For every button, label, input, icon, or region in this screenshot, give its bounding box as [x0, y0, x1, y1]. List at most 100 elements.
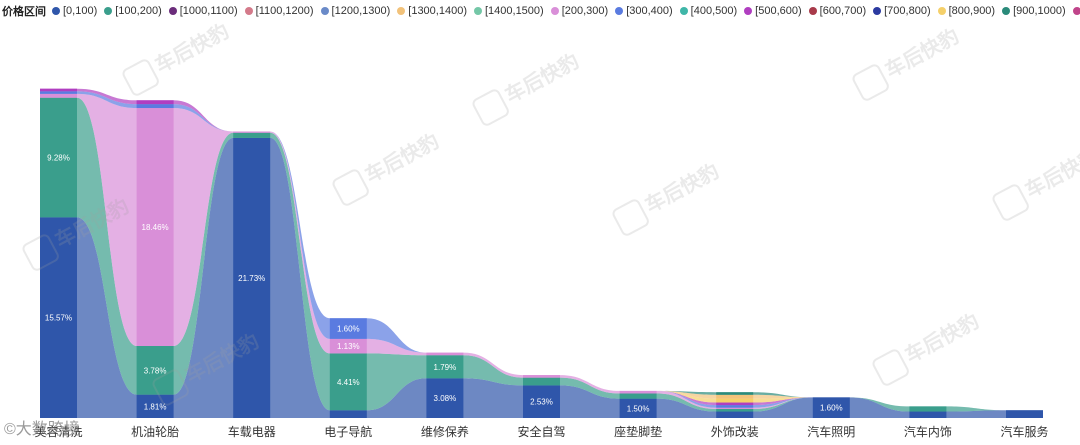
legend-item[interactable]: [400,500)	[679, 5, 738, 17]
legend-item[interactable]: [600,700)	[808, 5, 867, 17]
legend-item-label: [500,600)	[755, 5, 802, 17]
legend-dot-icon	[679, 7, 688, 15]
series-bar[interactable]	[426, 355, 464, 379]
series-bar[interactable]	[136, 104, 174, 109]
series-bar[interactable]	[40, 97, 77, 218]
legend-dot-icon	[744, 7, 753, 15]
legend-item[interactable]: 1500<=	[1072, 5, 1080, 17]
legend-item[interactable]: [1300,1400)	[397, 5, 467, 17]
legend-item-label: [800,900)	[948, 5, 996, 17]
data-label: 1.60%	[337, 325, 360, 334]
legend-item-label: [300,400)	[626, 5, 673, 17]
series-bar[interactable]	[909, 411, 947, 418]
data-label: 2.53%	[530, 398, 553, 407]
legend-item[interactable]: [1100,1200)	[244, 5, 314, 17]
series-bar[interactable]	[40, 91, 77, 94]
data-label: 21.73%	[238, 274, 265, 283]
series-bar[interactable]	[909, 406, 947, 412]
data-label: 1.13%	[337, 342, 360, 351]
legend-dot-icon	[550, 7, 559, 15]
legend-item[interactable]: [1000,1100)	[168, 5, 238, 17]
series-bar[interactable]	[136, 345, 174, 395]
legend-dot-icon	[1002, 7, 1011, 15]
category-label: 美容清洗	[34, 424, 82, 439]
series-bar[interactable]	[426, 378, 464, 418]
series-bar[interactable]	[619, 393, 657, 399]
series-bar[interactable]	[716, 408, 754, 412]
series-bar[interactable]	[716, 394, 754, 399]
series-bar[interactable]	[523, 385, 560, 418]
category-label: 安全自驾	[517, 424, 565, 439]
series-bar[interactable]	[619, 398, 657, 418]
category-label: 维修保养	[421, 424, 469, 439]
series-bar[interactable]	[136, 394, 174, 418]
legend-item[interactable]: [0,100)	[52, 5, 97, 17]
series-bar[interactable]	[426, 352, 464, 356]
series-bar[interactable]	[136, 100, 174, 105]
series-bar[interactable]	[233, 132, 271, 138]
legend-item[interactable]: [1200,1300)	[320, 5, 391, 17]
legend-item-label: [1400,1500)	[484, 5, 544, 17]
legend-item[interactable]: [200,300)	[550, 5, 608, 17]
series-bar[interactable]	[812, 397, 850, 418]
series-bar[interactable]	[523, 375, 560, 378]
series-bar[interactable]	[716, 405, 754, 408]
data-label: 1.79%	[434, 363, 457, 372]
series-bar[interactable]	[1006, 410, 1043, 418]
series-bar[interactable]	[716, 402, 754, 406]
series-bar[interactable]	[716, 407, 754, 409]
series-bar[interactable]	[329, 338, 367, 354]
legend-item[interactable]: [900,1000)	[1002, 5, 1066, 17]
legend-dot-icon	[615, 7, 624, 15]
legend-dot-icon	[168, 7, 177, 15]
series-bar[interactable]	[329, 410, 367, 418]
legend-item[interactable]: [100,200)	[104, 5, 162, 17]
series-bar[interactable]	[233, 131, 271, 133]
legend-item-label: [700,800)	[884, 5, 931, 17]
series-bar[interactable]	[716, 392, 754, 395]
legend-dot-icon	[937, 7, 946, 15]
data-label: 3.08%	[434, 394, 457, 403]
legend-dot-icon	[52, 7, 60, 15]
legend: 价格区间 [0,100) [100,200) [1000,1100) [1100,12…	[0, 0, 1080, 22]
series-band[interactable]	[40, 137, 1043, 418]
series-bar[interactable]	[40, 93, 77, 98]
category-label: 电子导航	[324, 424, 372, 439]
data-label: 3.78%	[144, 366, 167, 375]
legend-item-label: [1200,1300)	[331, 5, 391, 17]
legend-item-label: [100,200)	[115, 5, 162, 17]
series-bar[interactable]	[716, 411, 754, 418]
legend-item-label: [400,500)	[690, 5, 738, 17]
legend-dot-icon	[473, 7, 482, 15]
series-bar[interactable]	[619, 390, 657, 394]
legend-item-label: [600,700)	[819, 5, 867, 17]
legend-item-label: [0,100)	[63, 5, 98, 17]
series-bar[interactable]	[233, 137, 271, 418]
legend-dot-icon	[873, 7, 882, 15]
legend-dot-icon	[320, 7, 329, 15]
series-bar[interactable]	[40, 217, 77, 418]
legend-item[interactable]: [500,600)	[744, 5, 802, 17]
series-bar[interactable]	[329, 353, 367, 411]
legend-item[interactable]: [300,400)	[615, 5, 673, 17]
category-label: 外饰改装	[711, 425, 759, 439]
series-bar[interactable]	[40, 88, 77, 92]
legend-item[interactable]: [800,900)	[937, 5, 996, 17]
legend-dot-icon	[244, 7, 253, 15]
data-label: 1.81%	[144, 402, 167, 411]
series-bar[interactable]	[523, 377, 560, 386]
legend-dot-icon	[104, 7, 113, 15]
series-bar[interactable]	[716, 398, 754, 403]
series-bar[interactable]	[329, 318, 367, 339]
legend-dot-icon	[808, 7, 817, 15]
corner-watermark: ©大数跨境	[4, 421, 80, 438]
legend-item-label: [1000,1100)	[179, 5, 238, 17]
series-bar[interactable]	[136, 108, 174, 346]
category-label: 车载电器	[228, 424, 276, 439]
category-label: 汽车内饰	[904, 424, 952, 439]
legend-item[interactable]: [700,800)	[873, 5, 931, 17]
data-label: 1.50%	[627, 404, 650, 413]
category-label: 汽车服务	[1000, 424, 1048, 439]
legend-item[interactable]: [1400,1500)	[473, 5, 544, 17]
